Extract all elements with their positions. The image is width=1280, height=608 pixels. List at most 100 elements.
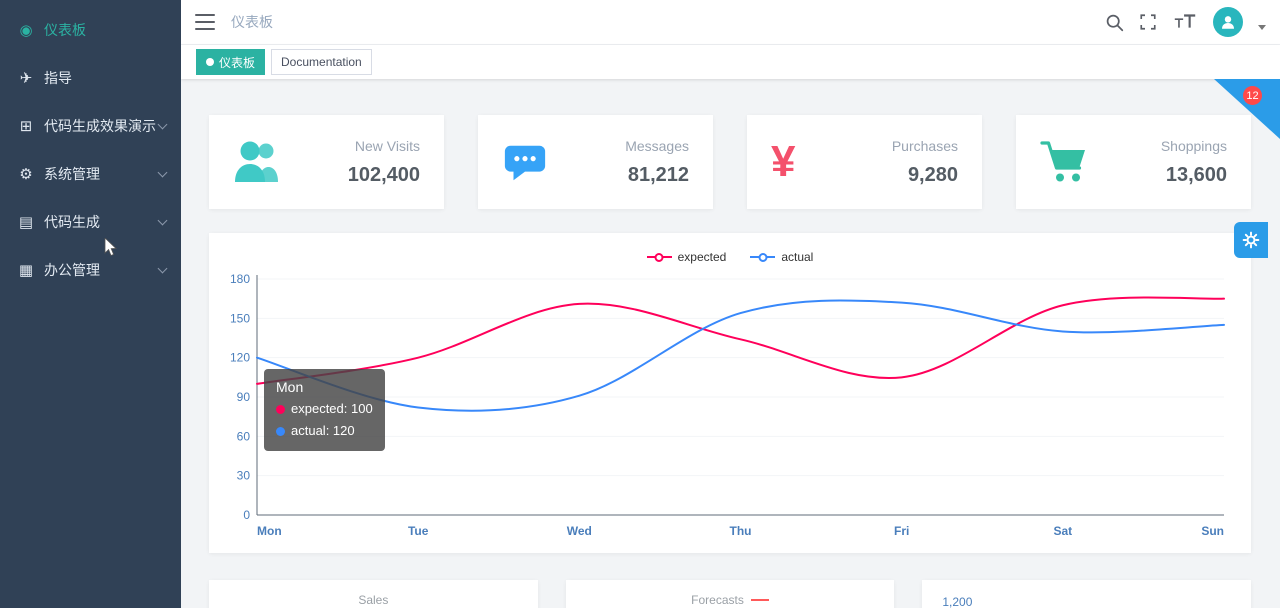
sidebar-item-label: 代码生成 (44, 214, 100, 230)
gear-icon (1242, 231, 1260, 249)
stat-label: Shoppings (1160, 137, 1227, 154)
legend-marker-actual-icon (750, 256, 776, 258)
gear-icon: ⚙ (19, 166, 33, 183)
paper-plane-icon: ✈ (19, 70, 33, 87)
stats-row: New Visits 102,400 Messages 81,212 (209, 115, 1251, 209)
stat-value: 81,212 (627, 163, 689, 186)
stat-value: 9,280 (907, 163, 958, 186)
breadcrumb[interactable]: 仪表板 (231, 14, 273, 30)
stat-card-shoppings[interactable]: Shoppings 13,600 (1016, 115, 1251, 209)
tooltip-value: actual: 120 (291, 423, 355, 439)
legend-item-expected[interactable]: expected (646, 250, 727, 264)
tooltip-title: Mon (276, 379, 304, 395)
svg-text:180: 180 (230, 272, 250, 286)
search-icon[interactable] (1105, 13, 1124, 32)
sidebar-item-label: 仪表板 (44, 22, 86, 38)
dashboard-icon: ◉ (19, 22, 33, 39)
chevron-down-icon (157, 119, 168, 130)
radar-indicator-label: Sales (358, 593, 389, 607)
stat-card-messages[interactable]: Messages 81,212 (478, 115, 713, 209)
visits-line-chart: 0 30 60 90 120 150 180 Mon Tue Wed Thu Fri Sat Sun (230, 272, 1225, 538)
tag-documentation[interactable]: Documentation (271, 49, 372, 75)
expected-dot-icon (276, 405, 285, 415)
stat-value: 13,600 (1165, 163, 1227, 186)
svg-text:Fri: Fri (894, 524, 909, 538)
notification-badge: 12 (1243, 86, 1262, 105)
component-icon: ⊞ (19, 118, 33, 135)
tooltip-row: actual: 120 (276, 422, 373, 441)
legend-label: expected (677, 250, 727, 264)
chart-legend: expected actual (225, 245, 1235, 269)
sidebar-item-label: 办公管理 (44, 262, 100, 278)
header-actions (1105, 7, 1266, 37)
svg-text:150: 150 (230, 311, 250, 325)
stat-label: Purchases (891, 137, 958, 154)
svg-text:Wed: Wed (567, 524, 592, 538)
legend-label: actual (781, 250, 814, 264)
stat-card-new-visits[interactable]: New Visits 102,400 (209, 115, 444, 209)
svg-text:120: 120 (230, 351, 250, 365)
svg-text:Thu: Thu (730, 524, 752, 538)
message-icon (504, 145, 546, 181)
sidebar-item-system-management[interactable]: ⚙ 系统管理 (0, 150, 181, 198)
legend-item-actual[interactable]: actual (750, 250, 813, 264)
font-size-icon[interactable] (1172, 12, 1198, 32)
svg-text:Sun: Sun (1201, 524, 1224, 538)
header: 仪表板 (181, 0, 1280, 45)
sidebar-toggle-button[interactable] (195, 14, 215, 30)
sidebar-item-office-management[interactable]: ▦ 办公管理 (0, 246, 181, 294)
tag-label: Documentation (281, 55, 362, 69)
legend-marker-expected-icon (646, 256, 672, 258)
bar-axis-label: 1,200 (942, 595, 973, 608)
stat-card-purchases[interactable]: ¥ Purchases 9,280 (747, 115, 982, 209)
sidebar-item-guide[interactable]: ✈ 指导 (0, 54, 181, 102)
fullscreen-icon[interactable] (1139, 13, 1157, 31)
office-icon: ▦ (18, 262, 34, 279)
svg-text:0: 0 (243, 508, 250, 522)
tooltip-value: expected: 100 (291, 401, 373, 417)
pie-chart-card: Forecasts (565, 580, 895, 608)
radar-chart-card: Sales (209, 580, 538, 608)
stat-value: 102,400 (347, 163, 420, 186)
chevron-down-icon (157, 263, 168, 274)
sidebar-item-label: 指导 (44, 70, 72, 86)
svg-text:Sat: Sat (1053, 524, 1072, 538)
line-chart-card: expected actual 0 30 60 90 120 150 180 Mon Tue We… (209, 233, 1251, 553)
sidebar-item-codegen-demo[interactable]: ⊞ 代码生成效果演示 (0, 102, 181, 150)
active-tag-dot (206, 58, 214, 66)
sidebar-item-label: 代码生成效果演示 (44, 118, 156, 134)
tag-label: 仪表板 (219, 55, 256, 70)
pie-legend-label: Forecasts (691, 593, 744, 607)
settings-gear-button[interactable] (1234, 222, 1268, 258)
bottom-charts-row: Sales Forecasts 1,200 (209, 580, 1252, 608)
dashboard-content: New Visits 102,400 Messages 81,212 (181, 79, 1280, 608)
svg-text:90: 90 (237, 390, 251, 404)
bar-chart-card: 1,200 (922, 580, 1252, 608)
svg-text:Mon: Mon (257, 524, 282, 538)
tags-bar: 仪表板 Documentation (181, 45, 1280, 79)
sidebar: ◉ 仪表板 ✈ 指导 ⊞ 代码生成效果演示 ⚙ 系统管理 ▤ 代码生成 ▦ 办公… (0, 0, 181, 608)
peoples-icon (235, 141, 278, 182)
legend-line-icon (750, 599, 769, 601)
sidebar-item-label: 系统管理 (44, 166, 100, 182)
chevron-down-icon (157, 215, 168, 226)
svg-text:30: 30 (237, 469, 251, 483)
stat-label: Messages (625, 137, 689, 154)
sidebar-item-dashboard[interactable]: ◉ 仪表板 (0, 6, 181, 54)
main-area: 仪表板 仪表板 (181, 0, 1280, 608)
sidebar-item-code-generation[interactable]: ▤ 代码生成 (0, 198, 181, 246)
caret-down-icon[interactable] (1258, 24, 1266, 30)
stat-label: New Visits (354, 137, 420, 154)
svg-text:Tue: Tue (408, 524, 429, 538)
chart-tooltip: Mon expected: 100 actual: 120 (264, 369, 385, 451)
actual-dot-icon (276, 427, 285, 437)
svg-text:60: 60 (237, 429, 251, 443)
money-icon: ¥ (771, 137, 796, 186)
avatar[interactable] (1213, 7, 1243, 37)
code-icon: ▤ (18, 214, 34, 231)
chevron-down-icon (157, 167, 168, 178)
shopping-cart-icon (1040, 141, 1085, 182)
tag-dashboard[interactable]: 仪表板 (196, 49, 266, 75)
tooltip-row: expected: 100 (276, 400, 373, 419)
